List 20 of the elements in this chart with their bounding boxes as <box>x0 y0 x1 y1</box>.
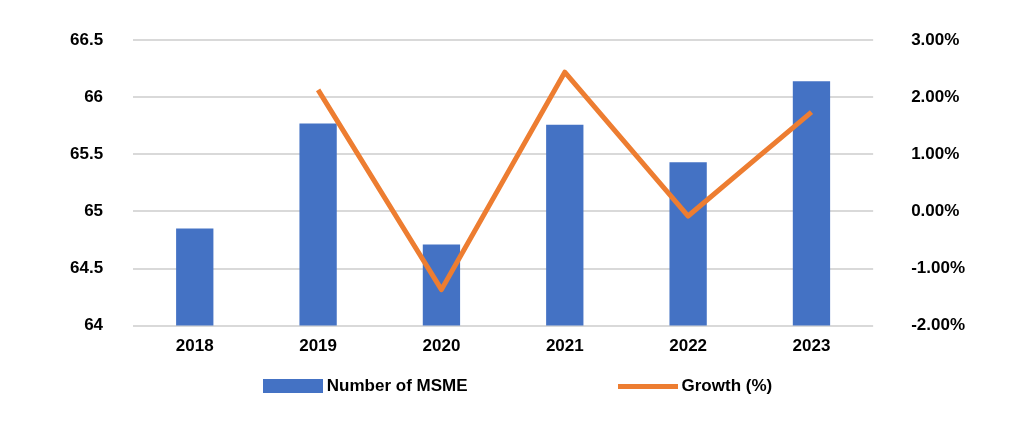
legend-label: Number of MSME <box>326 376 468 396</box>
legend-label: Growth (%) <box>681 376 773 396</box>
x-tick-label: 2020 <box>422 336 461 356</box>
y-tick-label: 65 <box>84 201 104 221</box>
y2-tick-label: -2.00% <box>911 315 966 335</box>
y2-tick-label: 2.00% <box>911 86 960 106</box>
y-tick-label: 66.5 <box>69 29 104 49</box>
y-tick-label: 64.5 <box>69 258 104 278</box>
x-tick-label: 2022 <box>669 336 708 356</box>
y2-tick-label: -1.00% <box>911 258 966 278</box>
y2-tick-label: 3.00% <box>911 29 960 49</box>
y2-tick-label: 1.00% <box>911 144 960 164</box>
y2-tick-label: 0.00% <box>911 201 960 221</box>
y-tick-label: 65.5 <box>69 144 104 164</box>
x-tick-label: 2018 <box>175 336 214 356</box>
y-tick-label: 64 <box>84 315 104 335</box>
x-tick-label: 2019 <box>299 336 338 356</box>
y-tick-label: 66 <box>84 86 104 106</box>
x-tick-label: 2021 <box>545 336 584 356</box>
x-tick-label: 2023 <box>792 336 831 356</box>
